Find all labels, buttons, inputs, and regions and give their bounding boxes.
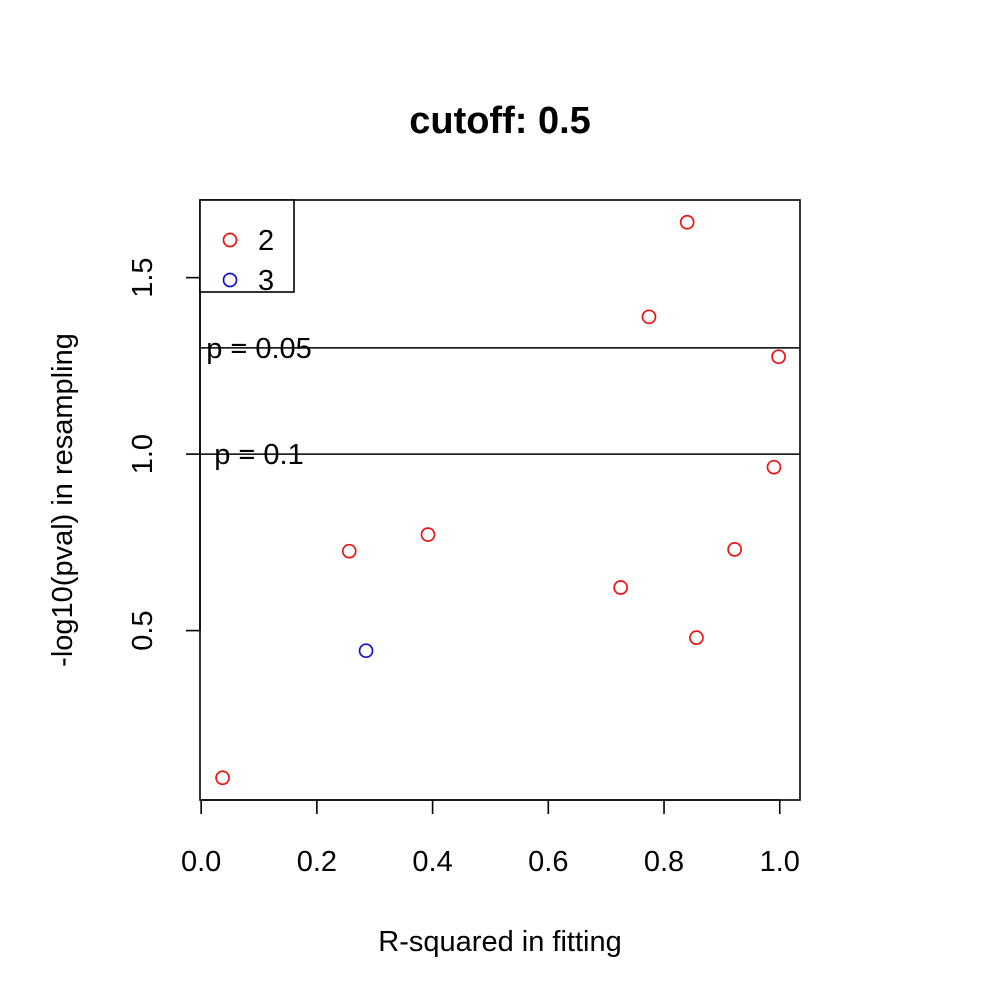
- x-tick-label: 1.0: [760, 846, 800, 878]
- x-tick-label: 0.2: [297, 846, 337, 878]
- legend-box: [199, 199, 295, 293]
- data-point: [771, 349, 786, 365]
- data-point: [215, 770, 230, 786]
- reference-line-label: p = 0.1: [214, 439, 304, 471]
- legend-label: 3: [258, 265, 274, 297]
- data-point: [679, 214, 695, 230]
- legend-marker: [222, 232, 238, 248]
- y-tick-label: 0.5: [127, 610, 159, 650]
- x-tick-label: 0.6: [528, 846, 568, 878]
- reference-lines: p = 0.05 p = 0.1: [200, 333, 800, 471]
- data-point: [641, 309, 657, 325]
- x-tick-label: 0.4: [412, 846, 452, 878]
- data-point: [341, 543, 357, 559]
- data-point: [727, 542, 742, 557]
- x-axis-label: R-squared in fitting: [378, 926, 621, 958]
- y-axis: 0.5 1.0 1.5: [127, 257, 201, 651]
- x-tick-label: 0.0: [181, 846, 221, 878]
- reference-line-label: p = 0.05: [206, 333, 312, 365]
- legend: 23: [199, 199, 295, 297]
- data-point: [420, 527, 436, 542]
- data-point: [766, 459, 782, 475]
- data-point: [689, 630, 704, 645]
- legend-label: 2: [258, 225, 274, 257]
- chart-title: cutoff: 0.5: [409, 100, 591, 142]
- y-tick-label: 1.5: [127, 257, 159, 297]
- data-point: [613, 580, 628, 595]
- y-tick-label: 1.0: [127, 434, 159, 474]
- data-point: [358, 643, 374, 659]
- y-axis-label: -log10(pval) in resampling: [47, 333, 79, 667]
- data-points: [215, 214, 786, 786]
- x-axis: 0.0 0.2 0.4 0.6 0.8 1.0: [181, 799, 800, 878]
- x-tick-label: 0.8: [644, 846, 684, 878]
- legend-marker: [222, 272, 238, 288]
